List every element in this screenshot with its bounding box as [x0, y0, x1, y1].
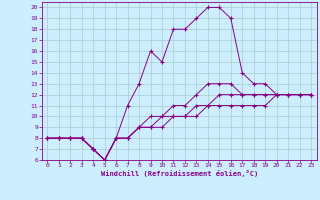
X-axis label: Windchill (Refroidissement éolien,°C): Windchill (Refroidissement éolien,°C)	[100, 170, 258, 177]
